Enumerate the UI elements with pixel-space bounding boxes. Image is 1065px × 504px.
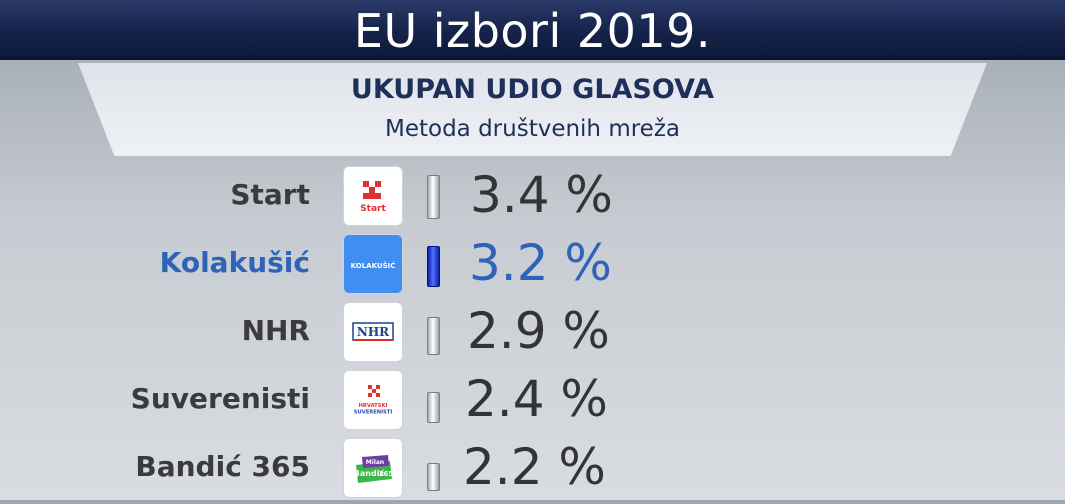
subtitle-panel: UKUPAN UDIO GLASOVA Metoda društvenih mr… — [78, 63, 987, 156]
bar-track — [427, 379, 440, 423]
party-logo: HRVATSKI SUVERENISTI — [343, 370, 403, 430]
checker-square — [375, 193, 381, 199]
result-row: NHR NHR 2.9 % — [0, 300, 1065, 368]
party-name: Kolakušić — [159, 246, 310, 279]
checker-square — [375, 181, 381, 187]
bar-mark — [427, 246, 440, 287]
logo-text: NHR — [357, 325, 390, 339]
checker-square — [368, 393, 372, 397]
logo-text: Bandić — [354, 468, 385, 478]
bar-track — [427, 243, 440, 287]
result-row: Bandić 365 Milan Bandić 365 2.2 % — [0, 436, 1065, 504]
value-label: 2.2 % — [463, 438, 606, 496]
bar-mark — [427, 317, 440, 355]
party-name: Start — [230, 178, 310, 211]
value-label: 2.4 % — [465, 370, 608, 428]
party-name: Suverenisti — [130, 382, 310, 415]
logo-shape — [362, 455, 389, 468]
party-logo: Start — [343, 166, 403, 226]
checker-square — [368, 385, 372, 389]
checker-square — [369, 187, 375, 193]
checker-square — [363, 193, 369, 199]
bar-track — [427, 311, 440, 355]
checker-square — [376, 393, 380, 397]
result-row: Start Start 3.4 % — [0, 164, 1065, 232]
bar-mark — [427, 392, 440, 423]
chart-title: UKUPAN UDIO GLASOVA — [350, 74, 715, 105]
party-name: NHR — [241, 314, 310, 347]
logo-text: KOLAKUŠIĆ — [351, 261, 396, 270]
logo-background — [344, 235, 402, 293]
logo-text: 365 — [379, 470, 394, 478]
logo-underline — [353, 339, 393, 341]
party-logo: NHR — [343, 302, 403, 362]
value-label: 2.9 % — [467, 302, 610, 360]
party-name: Bandić 365 — [135, 450, 310, 483]
value-label: 3.4 % — [470, 166, 613, 224]
page-title: EU izbori 2019. — [353, 4, 712, 58]
checker-square — [363, 181, 369, 187]
bar-mark — [427, 463, 440, 491]
party-logo: KOLAKUŠIĆ — [343, 234, 403, 294]
result-row: Suverenisti HRVATSKI SUVERENISTI 2.4 % — [0, 368, 1065, 436]
checker-square — [372, 389, 376, 393]
bar-track — [427, 447, 440, 491]
logo-text: Start — [360, 204, 386, 214]
bar-mark — [427, 175, 440, 219]
checker-square — [369, 193, 375, 199]
title-bar: EU izbori 2019. — [0, 0, 1065, 60]
checker-square — [376, 385, 380, 389]
value-label: 3.2 % — [469, 234, 612, 292]
bar-track — [427, 175, 440, 219]
logo-text: HRVATSKI SUVERENISTI — [354, 403, 393, 416]
method-subtitle: Metoda društvenih mreža — [384, 116, 680, 142]
logo-text: Milan — [366, 459, 384, 466]
result-row: Kolakušić KOLAKUŠIĆ 3.2 % — [0, 232, 1065, 300]
party-logo: Milan Bandić 365 — [343, 438, 403, 498]
